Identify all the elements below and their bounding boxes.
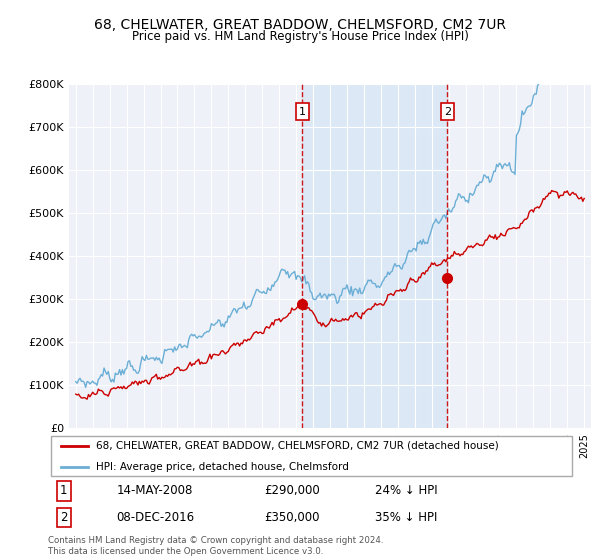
Text: £350,000: £350,000 (265, 511, 320, 524)
Text: 1: 1 (60, 484, 68, 497)
Text: 2: 2 (444, 106, 451, 116)
Bar (302, 84, 448, 428)
Text: Contains HM Land Registry data © Crown copyright and database right 2024.
This d: Contains HM Land Registry data © Crown c… (48, 536, 383, 556)
Text: 2: 2 (60, 511, 68, 524)
Text: 14-MAY-2008: 14-MAY-2008 (116, 484, 193, 497)
Text: HPI: Average price, detached house, Chelmsford: HPI: Average price, detached house, Chel… (95, 461, 349, 472)
Text: 35% ↓ HPI: 35% ↓ HPI (376, 511, 438, 524)
Text: £290,000: £290,000 (265, 484, 320, 497)
Text: 68, CHELWATER, GREAT BADDOW, CHELMSFORD, CM2 7UR: 68, CHELWATER, GREAT BADDOW, CHELMSFORD,… (94, 18, 506, 32)
FancyBboxPatch shape (50, 436, 572, 476)
Text: Price paid vs. HM Land Registry's House Price Index (HPI): Price paid vs. HM Land Registry's House … (131, 30, 469, 43)
Text: 68, CHELWATER, GREAT BADDOW, CHELMSFORD, CM2 7UR (detached house): 68, CHELWATER, GREAT BADDOW, CHELMSFORD,… (95, 441, 498, 451)
Text: 24% ↓ HPI: 24% ↓ HPI (376, 484, 438, 497)
Text: 1: 1 (299, 106, 306, 116)
Text: 08-DEC-2016: 08-DEC-2016 (116, 511, 195, 524)
